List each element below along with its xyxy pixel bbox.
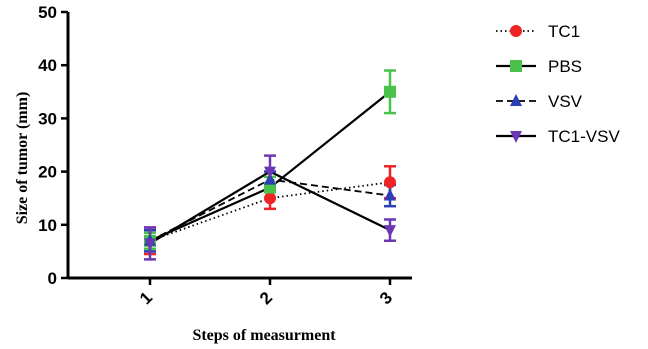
data-point-pbs xyxy=(384,85,396,98)
y-tick-label: 10 xyxy=(38,216,57,235)
x-tick-label: 1 xyxy=(136,288,156,308)
y-tick-label: 50 xyxy=(38,3,57,22)
y-tick-label: 30 xyxy=(38,109,57,128)
axes: 0 10 20 30 40 50 1 2 3 xyxy=(38,3,412,308)
data-point-tc1-vsv xyxy=(264,166,276,179)
y-tick-label: 20 xyxy=(38,163,57,182)
legend-label-tc1: TC1 xyxy=(548,22,580,41)
data-point-tc1 xyxy=(264,192,276,205)
legend-marker-pbs xyxy=(510,60,522,72)
data-point-tc1 xyxy=(384,176,396,189)
x-tick-label: 3 xyxy=(376,288,396,308)
data-point-tc1-vsv xyxy=(144,238,156,251)
data-markers xyxy=(144,85,396,251)
data-point-vsv xyxy=(384,188,396,201)
y-axis-title: Size of tumor (mm) xyxy=(14,92,31,225)
legend-label-pbs: PBS xyxy=(548,57,582,76)
data-point-tc1-vsv xyxy=(384,225,396,238)
legend: TC1 PBS VSV TC1-VSV xyxy=(496,22,620,146)
error-bars xyxy=(144,69,396,261)
legend-marker-tc1 xyxy=(510,25,522,37)
y-tick-label: 40 xyxy=(38,56,57,75)
x-tick-label: 2 xyxy=(256,288,276,308)
legend-label-vsv: VSV xyxy=(548,92,583,111)
legend-marker-vsv xyxy=(510,94,522,106)
x-axis-title: Steps of measurment xyxy=(192,327,336,344)
legend-label-tc1-vsv: TC1-VSV xyxy=(548,127,620,146)
y-tick-label: 0 xyxy=(48,269,57,288)
legend-marker-tc1-vsv xyxy=(510,131,522,143)
